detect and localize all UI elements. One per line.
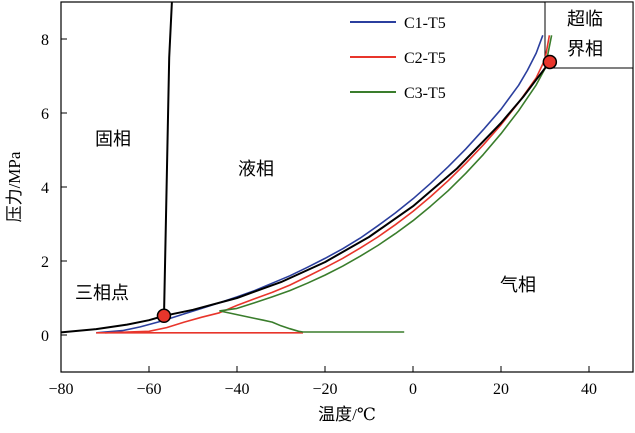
x-axis-title: 温度/℃ (318, 405, 376, 424)
series-layer (60, 1, 553, 334)
region-label-supercritical-1: 超临 (567, 9, 603, 29)
region-label-supercritical-2: 界相 (567, 39, 603, 59)
region-label-solid: 固相 (95, 129, 131, 149)
y-tick-label-2: 4 (41, 180, 49, 197)
legend: C1-T5 C2-T5 C3-T5 (350, 15, 446, 102)
series-line-4 (219, 310, 405, 333)
ticks-layer: −80 −60 −40 −20 0 20 40 0 2 4 6 8 (41, 32, 597, 398)
point-marker-1 (542, 54, 558, 70)
x-tick-label-3: −20 (312, 381, 337, 398)
y-axis-title: 压力/MPa (5, 151, 24, 222)
region-label-liquid: 液相 (238, 159, 274, 179)
series-line-3 (219, 35, 553, 312)
x-tick-label-6: 40 (581, 381, 597, 398)
legend-label-c3: C3-T5 (404, 85, 446, 102)
x-tick-label-2: −40 (224, 381, 249, 398)
supercritical-box (544, 1, 634, 69)
x-tick-label-5: 20 (493, 381, 509, 398)
y-tick-label-0: 0 (41, 328, 49, 345)
points-layer (156, 54, 558, 324)
series-line-1 (104, 35, 551, 334)
legend-label-c1: C1-T5 (404, 15, 446, 32)
x-tick-label-1: −60 (136, 381, 161, 398)
point-marker-0 (156, 308, 172, 324)
series-line-6 (163, 1, 173, 316)
y-tick-label-1: 2 (41, 254, 49, 271)
y-tick-label-3: 6 (41, 106, 49, 123)
x-tick-label-0: −80 (48, 381, 73, 398)
legend-label-c2: C2-T5 (404, 50, 446, 67)
series-line-0 (96, 35, 544, 334)
x-tick-label-4: 0 (409, 381, 417, 398)
series-line-5 (60, 61, 551, 334)
region-label-gas: 气相 (500, 275, 536, 295)
y-tick-label-4: 8 (41, 32, 49, 49)
region-label-triple-point: 三相点 (75, 283, 129, 303)
